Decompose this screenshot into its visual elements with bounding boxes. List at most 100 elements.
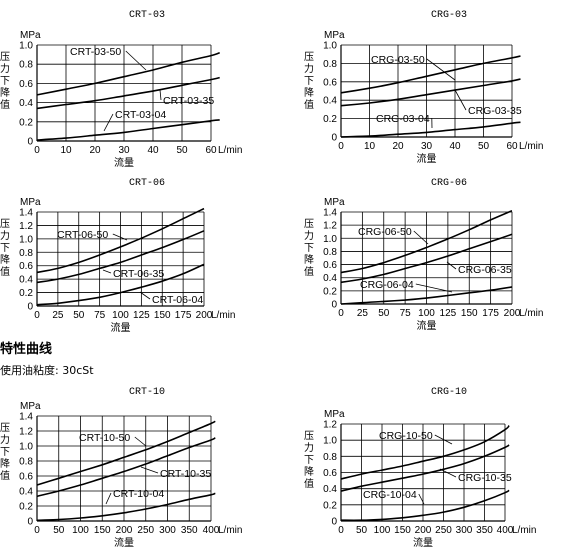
leader-line [159,89,162,101]
y-axis-title-char: 压 [0,422,10,434]
y-tick-label: 1.2 [323,420,337,431]
x-tick-label: 150 [154,310,171,321]
x-tick-label: 0 [338,525,344,536]
viscosity-note: 使用油粘度: 30cSt [0,364,94,377]
x-tick-label: 20 [89,145,101,156]
y-tick-label: 0.4 [323,96,337,107]
y-tick-label: 1.0 [323,41,337,52]
chart-crg-06: CRG-060 25 50 75 100 125 150 175 20000.20.40.60.… [304,178,543,332]
x-tick-label: 40 [147,145,159,156]
y-tick-label: 0.6 [19,261,33,272]
y-unit-label: MPa [324,409,345,420]
x-tick-label: 200 [415,525,432,536]
x-unit-label: L/min [512,525,536,536]
chart-title: CRT-06 [129,178,165,189]
x-tick-label: 25 [357,308,369,319]
y-axis-title-char: 降 [0,86,10,99]
y-tick-label: 0.6 [323,77,337,88]
y-tick-label: 0.2 [323,500,337,511]
series-line-crg-06-35 [340,233,513,284]
y-axis-title-char: 降 [304,253,314,266]
y-unit-label: MPa [324,30,345,41]
x-tick-label: 0 [338,141,344,152]
x-tick-label: 150 [94,525,111,536]
x-tick-label: 10 [60,145,72,156]
x-tick-label: 50 [378,308,390,319]
series-label-crt-10-04: CRT-10-04 [113,488,164,500]
y-axis-title-char: 降 [304,465,314,478]
y-tick-label: 0 [27,517,33,528]
x-tick-label: 100 [374,525,391,536]
leader-line [102,269,112,274]
leader-line [140,466,159,474]
x-unit-label: L/min [519,308,543,319]
x-tick-label: 300 [456,525,473,536]
x-tick-label: 400 [203,525,220,536]
x-tick-label: 250 [435,525,452,536]
x-tick-label: 175 [175,310,192,321]
x-tick-label: 100 [112,310,129,321]
x-tick-label: 100 [72,525,89,536]
y-axis-title-char: 下 [0,447,10,458]
y-tick-label: 1.0 [19,442,33,453]
y-tick-label: 1.0 [323,234,337,245]
x-tick-label: 125 [133,310,150,321]
x-tick-label: 350 [476,525,493,536]
y-tick-label: 1.2 [19,427,33,438]
y-axis-title-char: 值 [304,477,314,490]
y-tick-label: 1.2 [323,221,337,232]
series-label-crt-03-04: CRT-03-04 [115,109,166,121]
leader-line [112,233,128,241]
leader-line [454,89,467,111]
series-label-crt-10-35: CRT-10-35 [160,468,211,480]
y-tick-label: 0.6 [323,468,337,479]
x-tick-label: 400 [497,525,514,536]
y-axis-title-char: 压 [304,430,314,442]
y-tick-label: 0.6 [19,472,33,483]
section-title: 特性曲线 [0,342,53,357]
series-line-crt-10-50 [36,420,216,486]
y-tick-label: 0.8 [19,60,33,71]
x-tick-label: 300 [159,525,176,536]
y-axis-title-char: 压 [304,218,314,230]
chart-title: CRT-10 [129,387,165,398]
y-axis-title-char: 力 [0,62,10,75]
leader-line [103,113,114,132]
y-unit-label: MPa [20,197,41,208]
series-line-crg-10-35 [340,444,510,492]
y-axis-title-char: 压 [304,51,314,63]
x-tick-label: 250 [137,525,154,536]
y-tick-label: 0.8 [323,247,337,258]
series-line-crg-10-50 [340,425,510,480]
y-axis-title-char: 压 [0,218,10,230]
y-tick-label: 0 [27,137,33,148]
series-line-crg-06-50 [340,209,513,274]
x-tick-label: 75 [94,310,106,321]
y-tick-label: 0.4 [323,484,337,495]
y-tick-label: 1.0 [19,234,33,245]
x-tick-label: 60 [506,141,518,152]
y-tick-label: 0.2 [323,114,337,125]
leader-line [439,468,457,478]
x-tick-label: 50 [478,141,490,152]
series-label-crg-10-35: CRG-10-35 [458,472,512,484]
series-label-crg-03-50: CRG-03-50 [371,54,425,66]
leader-line [446,261,457,270]
series-line-crg-10-04 [340,489,510,522]
series-label-crg-06-50: CRG-06-50 [358,226,412,238]
series-label-crt-06-04: CRT-06-04 [152,294,203,306]
series-label-crt-03-35: CRT-03-35 [163,95,214,107]
y-tick-label: 0.8 [19,457,33,468]
leader-line [139,291,151,300]
series-line-crg-03-04 [340,121,521,138]
x-tick-label: 50 [53,525,65,536]
y-axis-title-char: 下 [304,76,314,87]
series-line-crt-06-50 [36,207,205,274]
x-unit-label: L/min [218,525,242,536]
series-line-crt-03-50 [36,51,220,96]
y-axis-title-char: 力 [304,441,314,454]
y-axis-title-char: 力 [304,229,314,242]
x-tick-label: 150 [461,308,478,319]
x-tick-label: 0 [34,145,40,156]
leader-line [413,230,429,245]
